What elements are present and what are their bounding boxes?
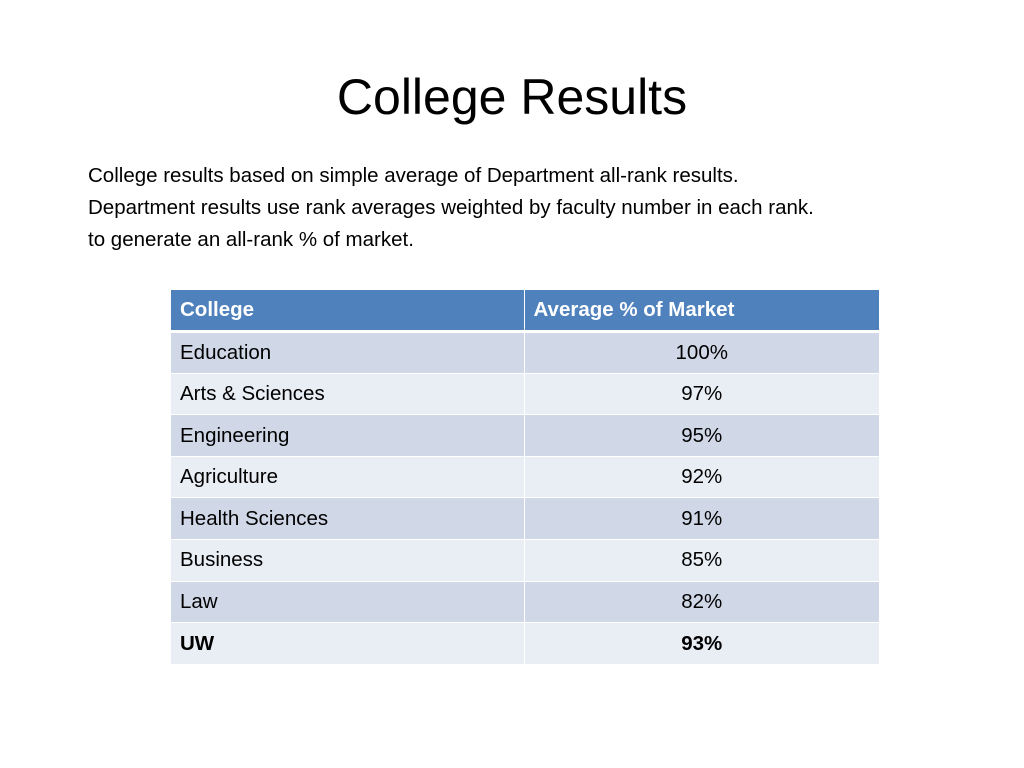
value-cell: 91% [524, 497, 879, 541]
description-line: to generate an all-rank % of market. [88, 228, 414, 251]
table-row: Law 82% [171, 581, 879, 624]
college-cell: Business [171, 539, 525, 582]
table-row: Agriculture 92% [171, 456, 879, 499]
value-cell: 85% [524, 539, 879, 582]
description: College results based on simple average … [88, 160, 968, 256]
description-line: Department results use rank averages wei… [88, 196, 814, 219]
total-college-cell: UW [171, 622, 525, 665]
college-cell: Engineering [171, 414, 525, 457]
total-value-cell: 93% [524, 622, 879, 665]
table-row: Health Sciences 91% [171, 497, 879, 541]
college-cell: Arts & Sciences [171, 373, 525, 416]
value-cell: 92% [524, 456, 879, 499]
table-row: Engineering 95% [171, 414, 879, 457]
column-header-college: College [171, 290, 525, 334]
college-cell: Education [171, 331, 525, 374]
table-header-row: College Average % of Market [171, 290, 879, 334]
value-cell: 95% [524, 414, 879, 457]
value-cell: 82% [524, 581, 879, 624]
table-row: Education 100% [171, 331, 879, 374]
table-row: Business 85% [171, 539, 879, 582]
college-cell: Law [171, 581, 525, 624]
value-cell: 97% [524, 373, 879, 416]
table-row: Arts & Sciences 97% [171, 373, 879, 416]
college-cell: Agriculture [171, 456, 525, 499]
slide-title: College Results [336, 69, 688, 125]
college-results-table: College Average % of Market Education 10… [171, 290, 879, 665]
description-line: College results based on simple average … [88, 164, 739, 187]
table-total-row: UW 93% [171, 622, 879, 665]
column-header-average-market: Average % of Market [524, 290, 879, 334]
value-cell: 100% [524, 331, 879, 374]
college-cell: Health Sciences [171, 497, 525, 541]
